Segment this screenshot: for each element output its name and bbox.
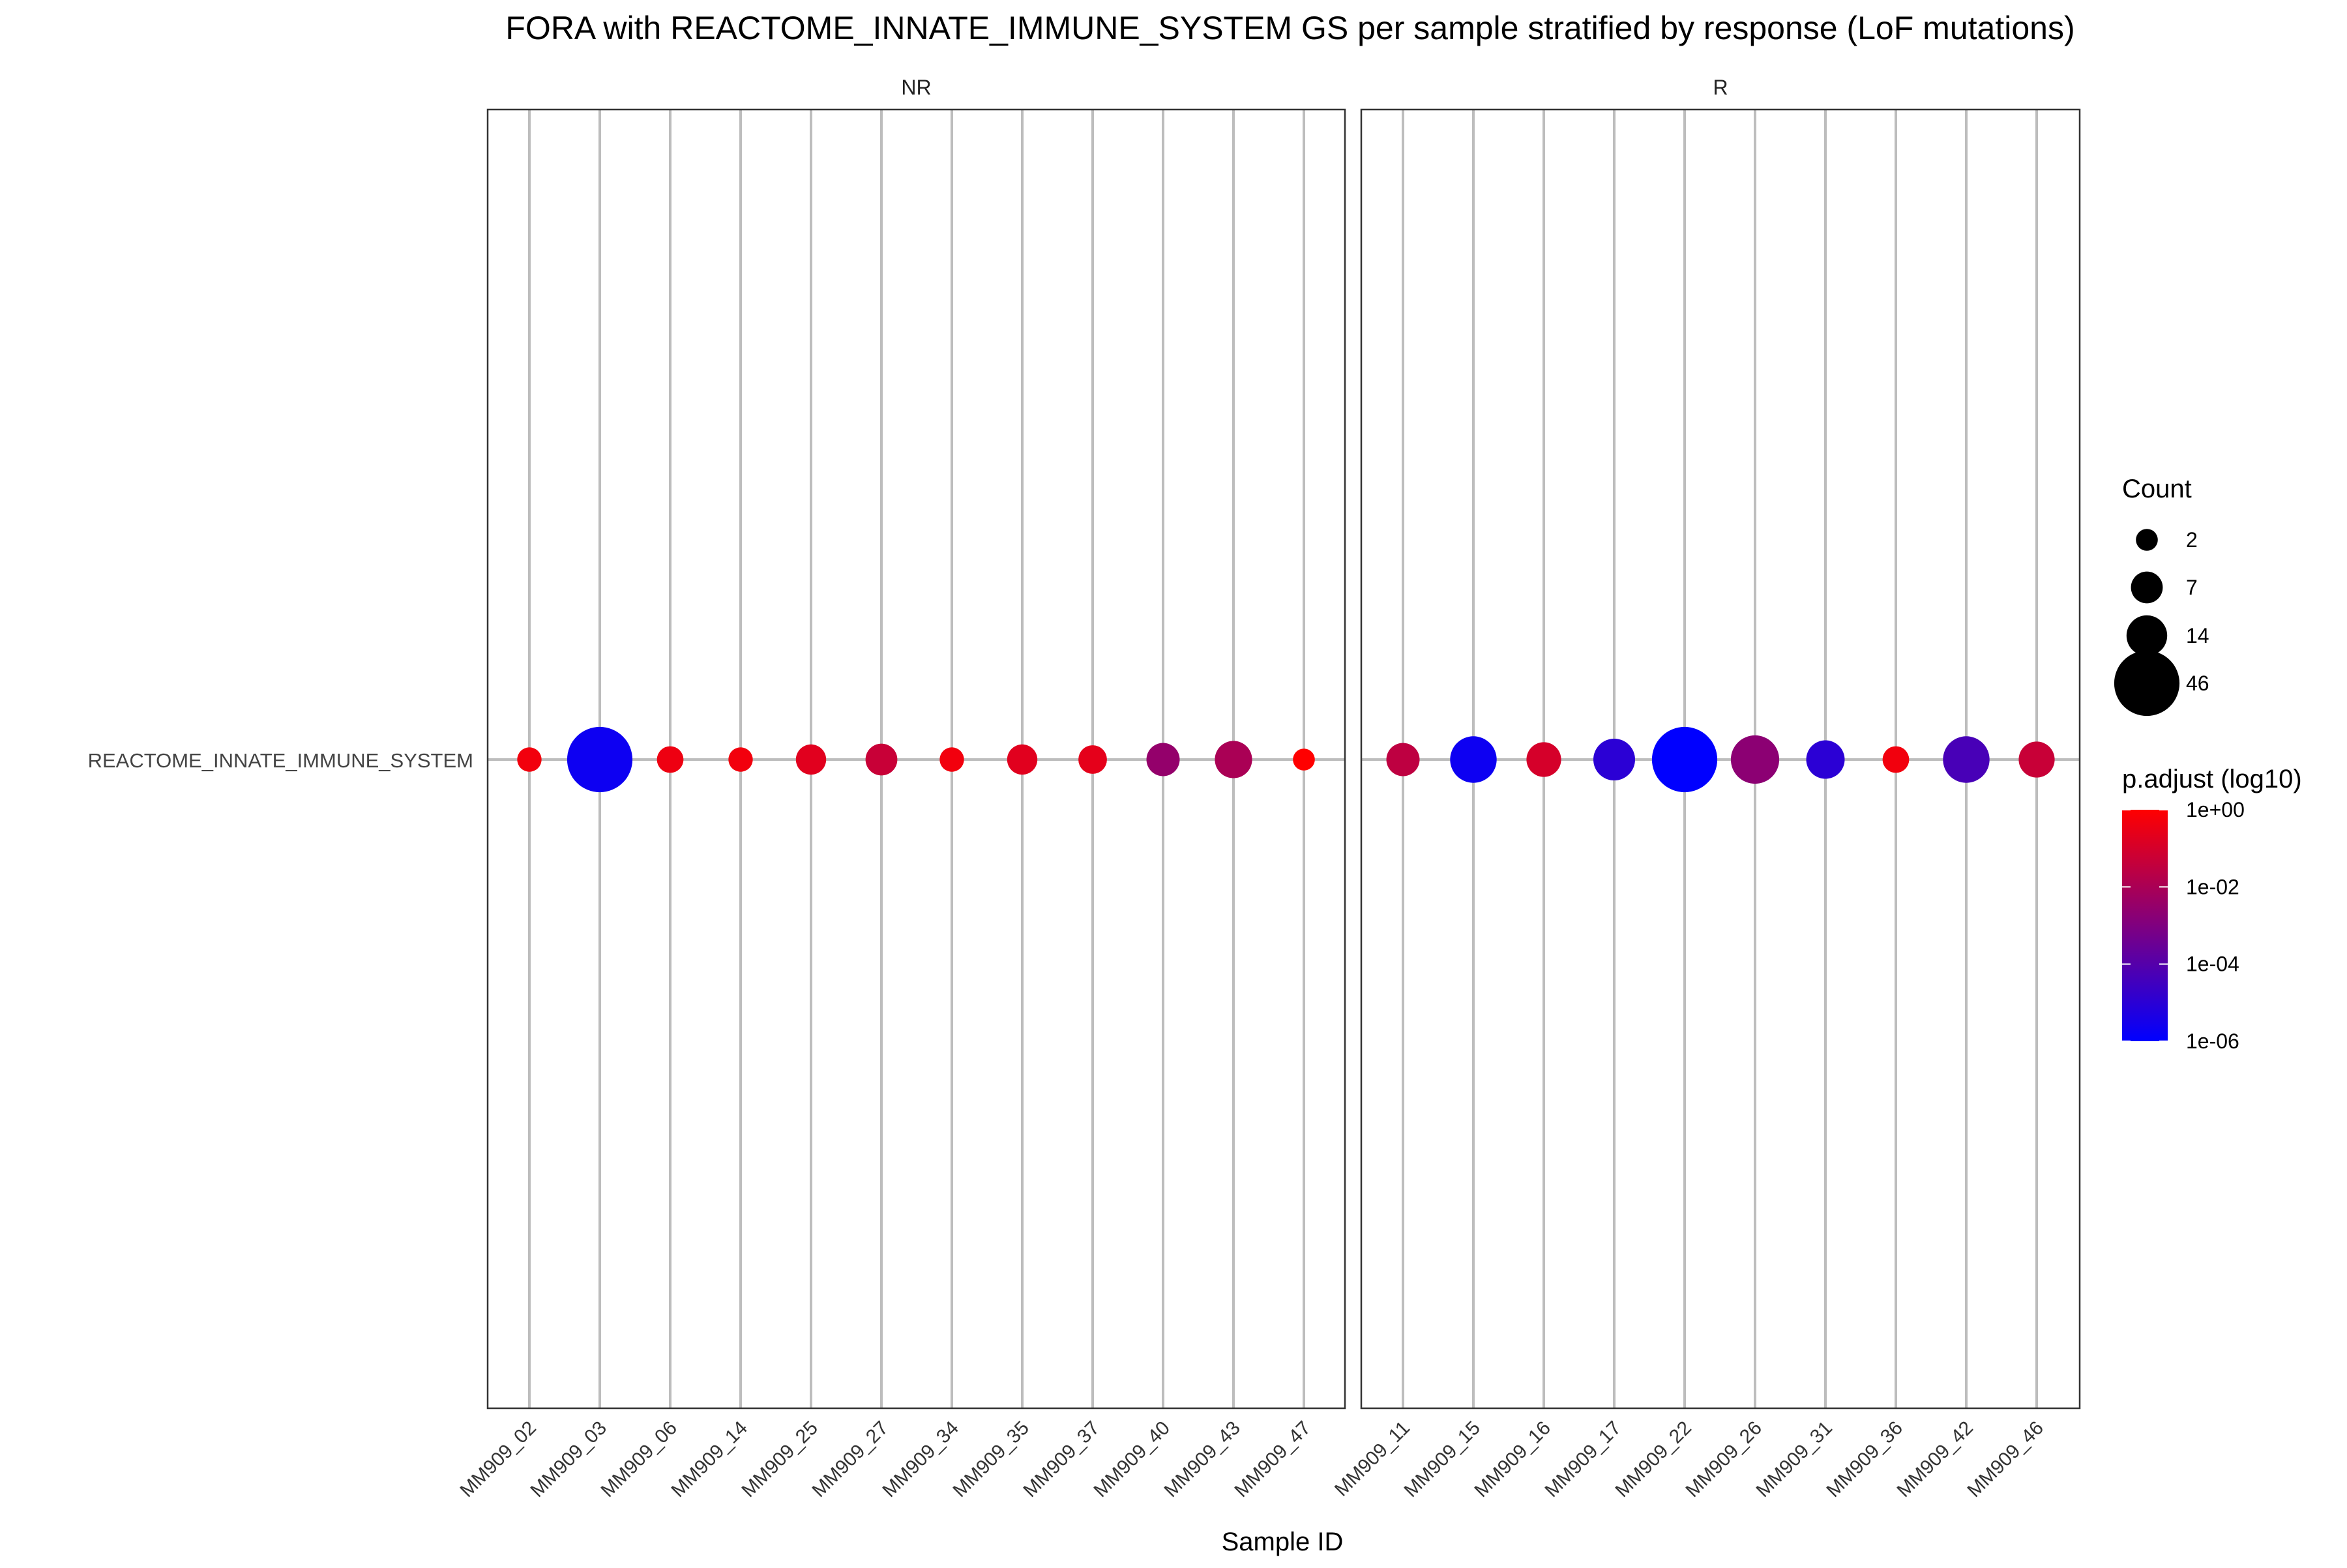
data-point xyxy=(1651,726,1718,793)
x-tick-label: MM909_34 xyxy=(878,1417,962,1501)
color-legend-label: 1e-02 xyxy=(2186,875,2239,898)
x-tick-label: MM909_47 xyxy=(1230,1417,1314,1501)
x-tick-label: MM909_17 xyxy=(1541,1417,1625,1501)
color-legend-label: 1e-06 xyxy=(2186,1029,2239,1053)
color-legend-title: p.adjust (log10) xyxy=(2122,765,2302,793)
size-legend-title: Count xyxy=(2122,475,2192,503)
x-tick-label: MM909_43 xyxy=(1160,1417,1244,1501)
data-point xyxy=(1215,741,1252,778)
x-tick-label: MM909_16 xyxy=(1470,1417,1554,1501)
x-tick-label: MM909_26 xyxy=(1681,1417,1765,1501)
color-legend-gradient-bar xyxy=(2122,810,2168,1041)
size-legend-label: 7 xyxy=(2186,576,2198,599)
x-tick-label: MM909_06 xyxy=(597,1417,681,1501)
x-tick-label: MM909_35 xyxy=(949,1417,1033,1501)
size-legend-label: 2 xyxy=(2186,528,2198,552)
x-tick-label: MM909_46 xyxy=(1963,1417,2047,1501)
data-point xyxy=(1526,742,1561,777)
data-point xyxy=(1078,745,1107,774)
data-point xyxy=(1386,743,1420,777)
x-tick-label: MM909_37 xyxy=(1019,1417,1103,1501)
x-tick-label: MM909_36 xyxy=(1822,1417,1906,1501)
x-tick-label: MM909_02 xyxy=(456,1417,540,1501)
size-legend-key xyxy=(2114,650,2180,717)
data-point xyxy=(1806,740,1845,779)
facet-panel-nr: NRMM909_02MM909_03MM909_06MM909_14MM909_… xyxy=(456,76,1346,1501)
panel-border xyxy=(486,108,1346,1410)
size-legend-label: 46 xyxy=(2186,672,2209,695)
data-point xyxy=(1882,746,1910,773)
data-point xyxy=(1293,748,1315,771)
data-point xyxy=(1450,736,1497,783)
data-point xyxy=(1730,735,1780,784)
x-axis-label: Sample ID xyxy=(1222,1528,1344,1556)
data-point xyxy=(1146,743,1180,777)
x-tick-label: MM909_14 xyxy=(667,1417,751,1501)
data-point xyxy=(1593,739,1635,780)
data-point xyxy=(657,746,684,773)
color-legend-label: 1e+00 xyxy=(2186,798,2245,821)
data-point xyxy=(1943,736,1990,783)
x-tick-label: MM909_40 xyxy=(1089,1417,1174,1501)
x-tick-label: MM909_27 xyxy=(808,1417,892,1501)
data-point xyxy=(865,743,898,776)
data-point xyxy=(939,747,964,772)
size-legend-key xyxy=(2136,529,2158,551)
data-point xyxy=(517,747,542,772)
color-legend: p.adjust (log10) 1e+00 1e-02 1e-04 1e-06 xyxy=(2122,765,2302,1053)
x-tick-label: MM909_42 xyxy=(1893,1417,1977,1501)
facet-strip-label: R xyxy=(1713,76,1728,99)
x-tick-label: MM909_22 xyxy=(1611,1417,1695,1501)
panel-border xyxy=(1360,108,2081,1410)
x-tick-label: MM909_03 xyxy=(526,1417,610,1501)
chart-title: FORA with REACTOME_INNATE_IMMUNE_SYSTEM … xyxy=(505,10,2074,46)
x-tick-label: MM909_25 xyxy=(737,1417,821,1501)
size-legend: Count 2 7 14 46 xyxy=(2114,475,2209,717)
size-legend-key xyxy=(2126,615,2168,657)
y-tick-label: REACTOME_INNATE_IMMUNE_SYSTEM xyxy=(88,749,473,772)
x-tick-label: MM909_31 xyxy=(1752,1417,1836,1501)
data-point xyxy=(1007,744,1038,775)
x-tick-label: MM909_15 xyxy=(1400,1417,1484,1501)
size-legend-key xyxy=(2131,571,2163,604)
data-point xyxy=(728,747,753,772)
facet-panels: NRMM909_02MM909_03MM909_06MM909_14MM909_… xyxy=(88,76,2081,1501)
facet-panel-r: RMM909_11MM909_15MM909_16MM909_17MM909_2… xyxy=(1331,76,2081,1501)
size-legend-label: 14 xyxy=(2186,624,2209,647)
data-point xyxy=(795,744,827,775)
color-legend-label: 1e-04 xyxy=(2186,953,2239,976)
facet-strip-label: NR xyxy=(901,76,931,99)
data-point xyxy=(2018,741,2055,778)
data-point xyxy=(567,726,633,793)
